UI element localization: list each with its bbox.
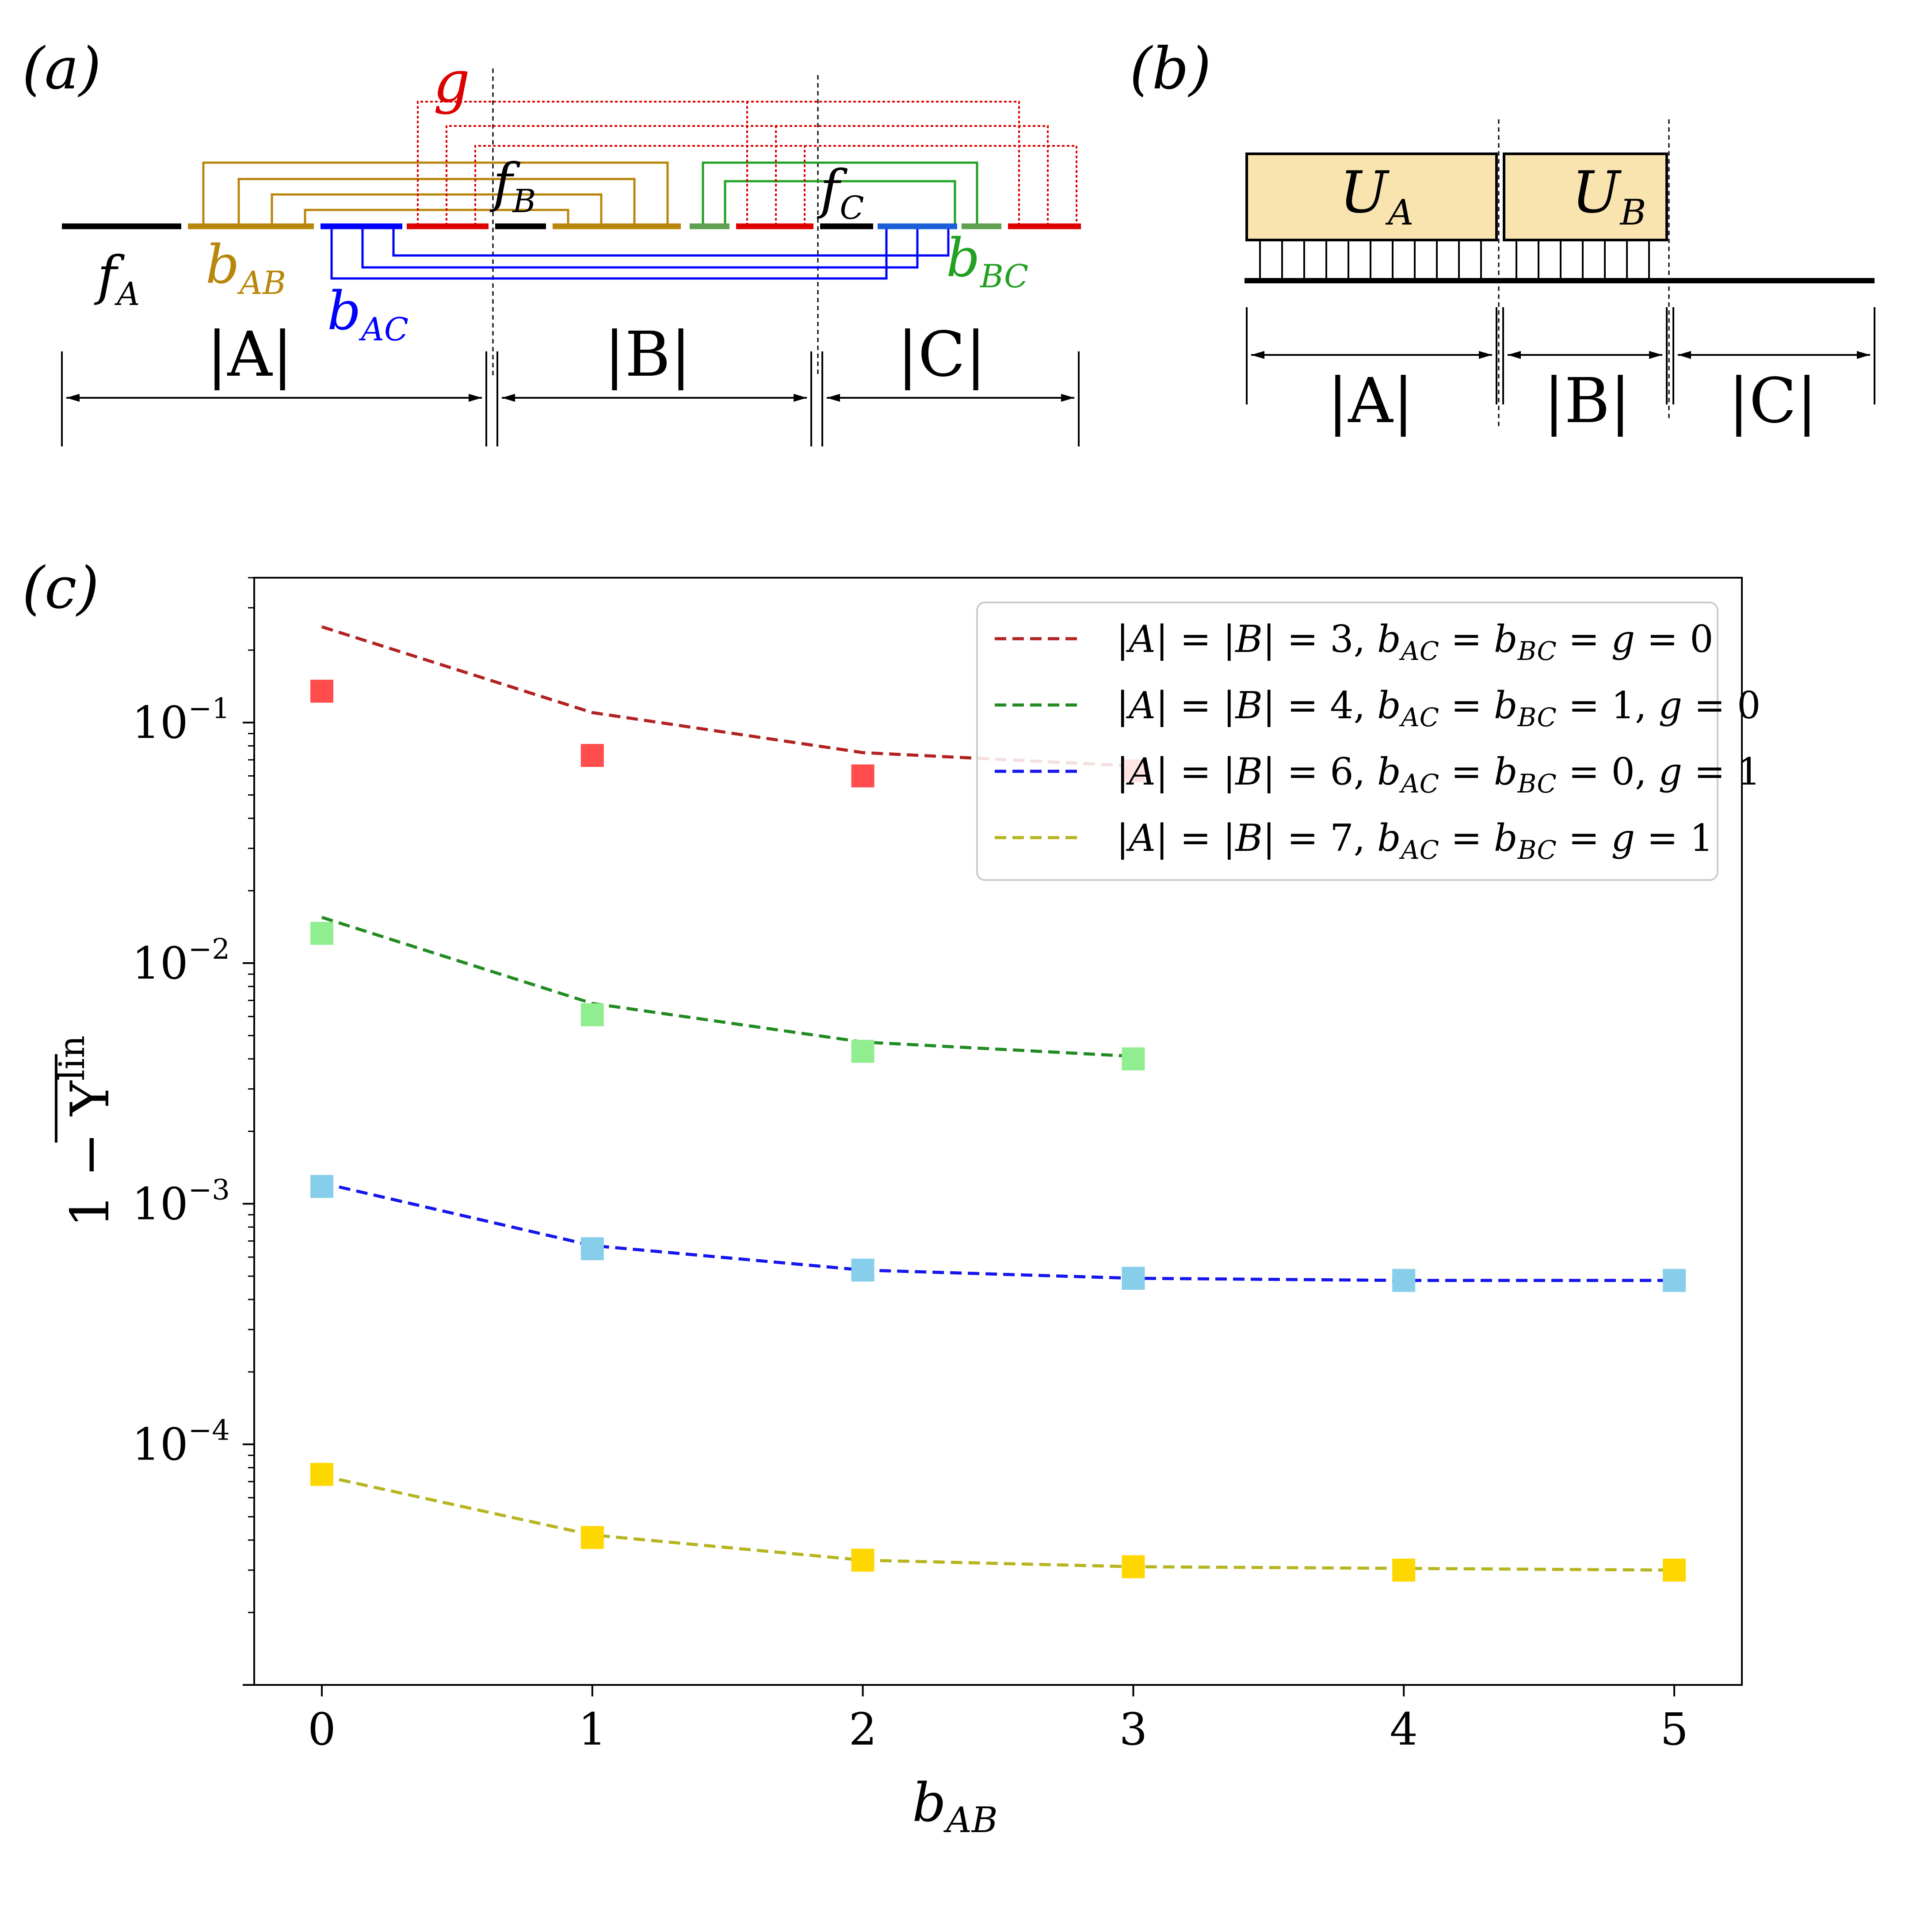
legend-entries: |A| = |B| = 3, bAC = bBC = g = 0 |A| = |B… [995, 617, 1760, 865]
series-3 [310, 1175, 1686, 1292]
data-marker [851, 1548, 874, 1572]
y-tick-label: 10−4 [132, 1414, 230, 1471]
panel-c: (c) 10−4 10−3 10−2 10−1 0 1 2 3 4 5 bAB 1 − Ylin… [22, 554, 1760, 1841]
extent-label-B: |B| [1543, 365, 1630, 437]
legend-entry: |A| = |B| = 3, bAC = bBC = g = 0 [995, 617, 1714, 666]
data-marker [580, 1237, 604, 1261]
legend: |A| = |B| = 3, bAC = bBC = g = 0 |A| = |B… [976, 602, 1760, 881]
series-line [321, 1181, 1675, 1282]
legend-label: |A| = |B| = 4, bAC = bBC = 1, g = 0 [1116, 684, 1760, 732]
data-marker [310, 679, 333, 703]
unitary-block-UA [1245, 152, 1498, 241]
bracket-bAC [392, 229, 950, 257]
svg-text:1 − Ylin: 1 − Ylin [51, 1035, 121, 1227]
extent-ticks-a [61, 351, 1080, 446]
series-2 [310, 916, 1145, 1071]
panel-b: (b) UA UB |A| |B| |C| [1130, 35, 1875, 437]
label-fA: fA [94, 245, 140, 312]
series-line [321, 916, 1134, 1058]
legend-label: |A| = |B| = 7, bAC = bBC = g = 1 [1116, 816, 1714, 865]
extent-label-B: |B| [604, 319, 691, 391]
extent-label-A: |A| [206, 319, 293, 391]
data-marker [310, 1175, 333, 1198]
label-UA: UA [1340, 159, 1413, 233]
data-marker [1392, 1559, 1416, 1582]
x-tick-label: 3 [1119, 1703, 1148, 1755]
data-marker [310, 922, 333, 945]
y-tick-label: 10−1 [132, 693, 230, 749]
label-fB: fB [489, 152, 536, 220]
bracket-bAB [304, 209, 569, 225]
bracket-bAB [271, 193, 603, 225]
label-UB: UB [1572, 159, 1646, 233]
data-marker [580, 1526, 604, 1549]
bracket-bBC [724, 180, 956, 225]
data-marker [1663, 1269, 1686, 1292]
data-marker [580, 1003, 604, 1026]
x-axis-label: bAB [912, 1772, 997, 1841]
extent-ticks-b [1246, 307, 1875, 404]
bracket-g [417, 101, 1020, 225]
bracket-group-bAB [202, 161, 669, 225]
y-tick-label: 10−3 [132, 1174, 230, 1230]
bracket-bAB [202, 161, 669, 225]
y-axis: 10−4 10−3 10−2 10−1 [132, 577, 254, 1686]
bracket-group-bBC [702, 161, 978, 225]
panel-a: (a) [22, 35, 1081, 446]
data-marker [310, 1463, 333, 1486]
legend-entry: |A| = |B| = 7, bAC = bBC = g = 1 [995, 816, 1714, 865]
legend-label: |A| = |B| = 3, bAC = bBC = g = 0 [1116, 617, 1714, 666]
y-axis-label: 1 − Ylin [51, 1035, 121, 1227]
data-marker [851, 1040, 874, 1063]
bracket-bAC [330, 229, 888, 280]
legend-box [976, 602, 1718, 881]
qubit-legs-B [1516, 240, 1650, 281]
qubit-legs-A [1259, 240, 1482, 281]
y-tick-label: 10−2 [132, 933, 230, 989]
bracket-group-g [417, 101, 1077, 225]
x-axis: 0 1 2 3 4 5 [308, 1685, 1688, 1755]
legend-entry: |A| = |B| = 4, bAC = bBC = 1, g = 0 [995, 684, 1760, 732]
bracket-bBC [702, 161, 978, 225]
panel-a-label: (a) [22, 35, 101, 102]
series-4 [310, 1463, 1686, 1582]
label-bAC: bAC [327, 281, 409, 348]
extent-label-A: |A| [1327, 365, 1413, 437]
data-marker [1122, 1047, 1145, 1071]
data-marker [1392, 1269, 1416, 1292]
data-marker [851, 1258, 874, 1282]
panel-c-label: (c) [22, 554, 99, 621]
extent-label-C: |C| [897, 319, 986, 391]
x-tick-label: 0 [308, 1703, 336, 1755]
bracket-group-bAC [330, 229, 950, 280]
data-marker [1122, 1555, 1145, 1578]
extent-label-C: |C| [1728, 365, 1817, 437]
legend-label: |A| = |B| = 6, bAC = bBC = 0, g = 1 [1116, 750, 1760, 799]
label-bBC: bBC [946, 228, 1028, 295]
unitary-block-UB [1503, 152, 1668, 241]
data-marker [1122, 1266, 1145, 1290]
x-tick-label: 4 [1390, 1703, 1418, 1755]
panel-b-label: (b) [1130, 35, 1211, 102]
label-fC: fC [817, 159, 864, 226]
bracket-bAB [237, 178, 636, 225]
x-tick-label: 1 [578, 1703, 607, 1755]
series-line [321, 1474, 1675, 1572]
x-tick-label: 2 [849, 1703, 877, 1755]
label-bAB: bAB [206, 234, 286, 301]
legend-entry: |A| = |B| = 6, bAC = bBC = 0, g = 1 [995, 750, 1760, 799]
label-g: g [433, 48, 470, 115]
data-marker [580, 744, 604, 767]
x-tick-label: 5 [1660, 1703, 1688, 1755]
data-marker [851, 764, 874, 788]
bracket-bAC [361, 229, 919, 269]
data-marker [1663, 1559, 1686, 1582]
